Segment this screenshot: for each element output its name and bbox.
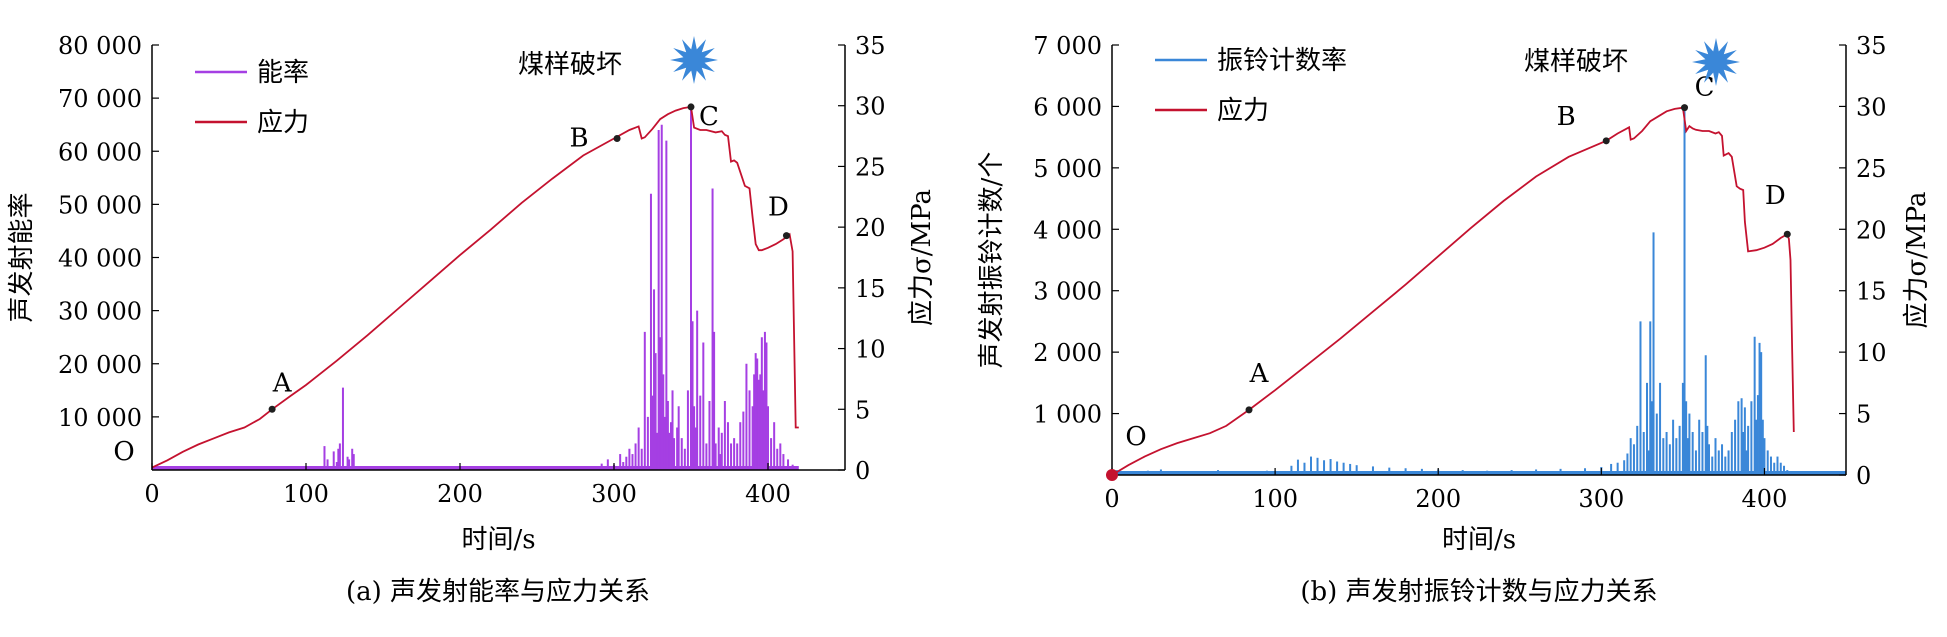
x-tick-label: 100 (283, 480, 329, 508)
stress-point-marker (268, 405, 276, 413)
point-label-a: A (272, 368, 293, 398)
y-axis-label: 声发射能率 (7, 192, 37, 322)
y-tick-label: 2 000 (1033, 339, 1102, 367)
legend-label: 应力 (257, 108, 309, 138)
stress-point-marker (1602, 137, 1610, 145)
y-tick-label-right: 15 (1856, 278, 1887, 306)
spike-series (1112, 109, 1846, 475)
x-axis-label: 时间/s (461, 525, 535, 555)
y-tick-label-right: 25 (855, 153, 886, 181)
y-tick-label-right: 25 (1856, 155, 1887, 183)
y-tick-label: 30 000 (58, 298, 142, 326)
stress-point-marker (1681, 104, 1689, 112)
point-label-d: D (1765, 181, 1786, 211)
stress-point-marker (782, 232, 790, 240)
stress-line (1111, 106, 1795, 476)
x-tick-label: 0 (1104, 485, 1119, 513)
y-tick-label: 5 000 (1033, 155, 1102, 183)
x-tick-label: 400 (1742, 485, 1788, 513)
x-tick-label: 300 (1578, 485, 1624, 513)
legend-label: 振铃计数率 (1217, 46, 1347, 76)
y-tick-label-right: 10 (1856, 339, 1887, 367)
stress-line (151, 105, 799, 469)
x-tick-label: 200 (1415, 485, 1461, 513)
stress-point-marker (687, 103, 695, 111)
x-tick-label: 400 (745, 480, 791, 508)
origin-marker (1106, 469, 1118, 481)
point-label-b: B (570, 124, 589, 154)
y-tick-label: 80 000 (58, 32, 142, 60)
y-tick-label-right: 20 (1856, 216, 1887, 244)
y-tick-label: 20 000 (58, 351, 142, 379)
panel-caption: (a) 声发射能率与应力关系 (346, 577, 650, 607)
panel-caption: (b) 声发射振铃计数与应力关系 (1300, 577, 1657, 607)
y-tick-label-right: 30 (1856, 93, 1887, 121)
y-tick-label: 40 000 (58, 245, 142, 273)
y-tick-label-right: 0 (1856, 462, 1871, 490)
y-tick-label: 4 000 (1033, 216, 1102, 244)
spike-series (152, 108, 799, 470)
point-label-b: B (1557, 102, 1576, 132)
x-tick-label: 300 (591, 480, 637, 508)
x-axis-label: 时间/s (1442, 525, 1516, 555)
y-tick-label-right: 15 (855, 275, 886, 303)
failure-burst-icon (1692, 38, 1740, 86)
y-tick-label: 60 000 (58, 138, 142, 166)
y-tick-label-right: 0 (855, 457, 870, 485)
point-label-a: A (1249, 359, 1270, 389)
y-tick-label: 6 000 (1033, 93, 1102, 121)
stress-point-marker (1783, 230, 1791, 238)
x-tick-label: 0 (144, 480, 159, 508)
stress-point-marker (613, 135, 621, 142)
y-tick-label: 7 000 (1033, 32, 1102, 60)
y-tick-label-right: 5 (855, 396, 870, 424)
legend-label: 能率 (257, 58, 309, 88)
y-axis-label: 声发射振铃计数/个 (977, 152, 1007, 369)
x-tick-label: 200 (437, 480, 483, 508)
point-label-c: C (1695, 73, 1715, 103)
y-axis-label-right: 应力σ/MPa (1902, 192, 1932, 329)
y-tick-label: 70 000 (58, 85, 142, 113)
y-tick-label-right: 35 (855, 32, 886, 60)
y-tick-label-right: 10 (855, 336, 886, 364)
point-label-o: O (1125, 422, 1146, 452)
y-tick-label-right: 35 (1856, 32, 1887, 60)
y-tick-label: 1 000 (1033, 401, 1102, 429)
y-tick-label: 10 000 (58, 404, 142, 432)
failure-annotation: 煤样破坏 (518, 50, 622, 80)
failure-annotation: 煤样破坏 (1524, 47, 1628, 77)
failure-burst-icon (670, 36, 718, 84)
y-tick-label: 3 000 (1033, 278, 1102, 306)
point-label-o: O (113, 437, 134, 467)
stress-point-marker (1245, 406, 1253, 414)
y-axis-label-right: 应力σ/MPa (907, 189, 937, 326)
point-label-d: D (768, 193, 789, 223)
y-tick-label-right: 30 (855, 93, 886, 121)
point-label-c: C (699, 102, 719, 132)
y-tick-label-right: 20 (855, 214, 886, 242)
y-tick-label: 50 000 (58, 191, 142, 219)
y-tick-label-right: 5 (1856, 401, 1871, 429)
x-tick-label: 100 (1252, 485, 1298, 513)
legend-label: 应力 (1217, 96, 1269, 126)
